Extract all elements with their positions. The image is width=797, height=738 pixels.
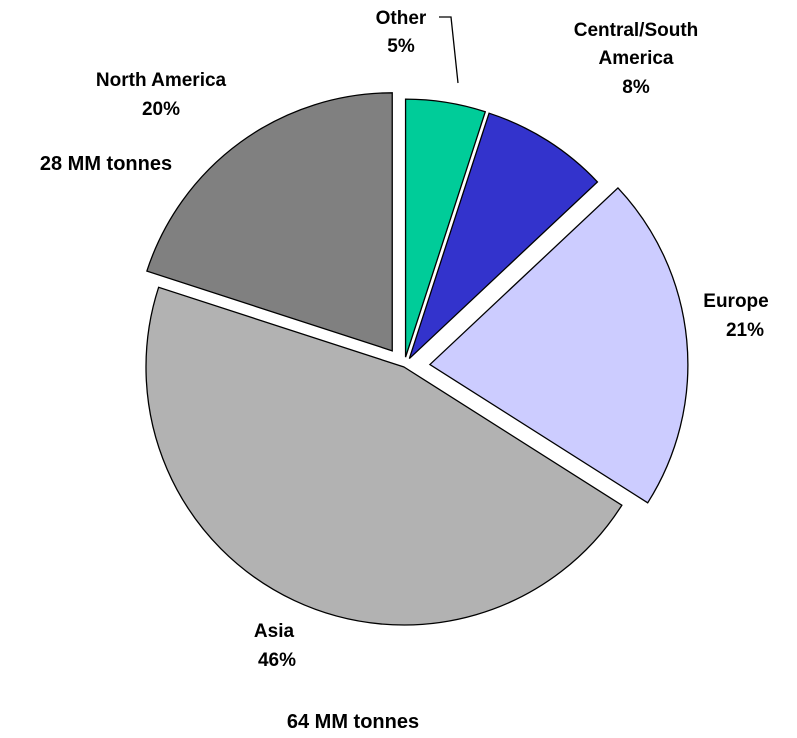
- label-north-america: North America 20%: [96, 70, 227, 120]
- label-central-south-america: Central/South America 8%: [574, 20, 699, 98]
- label-csa-name-line1: Central/South: [574, 20, 699, 41]
- slice-europe: [428, 187, 689, 504]
- label-csa-pct: 8%: [622, 77, 650, 98]
- label-csa-name-line2: America: [599, 48, 674, 69]
- slice-north-america: [146, 92, 393, 352]
- label-asia: Asia 46%: [254, 621, 296, 671]
- label-europe: Europe 21%: [703, 291, 768, 341]
- pie-slices: [145, 92, 689, 626]
- label-north-america-name: North America: [96, 70, 227, 91]
- label-europe-pct: 21%: [726, 320, 764, 341]
- slice-asia: [145, 286, 623, 626]
- other-leader-line: [439, 16, 459, 84]
- label-north-america-pct: 20%: [142, 99, 180, 120]
- annotation-north-america-tonnes: 28 MM tonnes: [40, 153, 172, 175]
- label-other-name: Other: [376, 8, 427, 29]
- label-asia-pct: 46%: [258, 650, 296, 671]
- label-other: Other 5%: [376, 8, 427, 57]
- annotation-asia-tonnes: 64 MM tonnes: [287, 711, 419, 733]
- label-asia-name: Asia: [254, 621, 295, 642]
- slice-central-south-america: [408, 112, 599, 360]
- slice-other: [404, 98, 487, 358]
- label-europe-name: Europe: [703, 291, 768, 312]
- label-other-pct: 5%: [387, 36, 415, 57]
